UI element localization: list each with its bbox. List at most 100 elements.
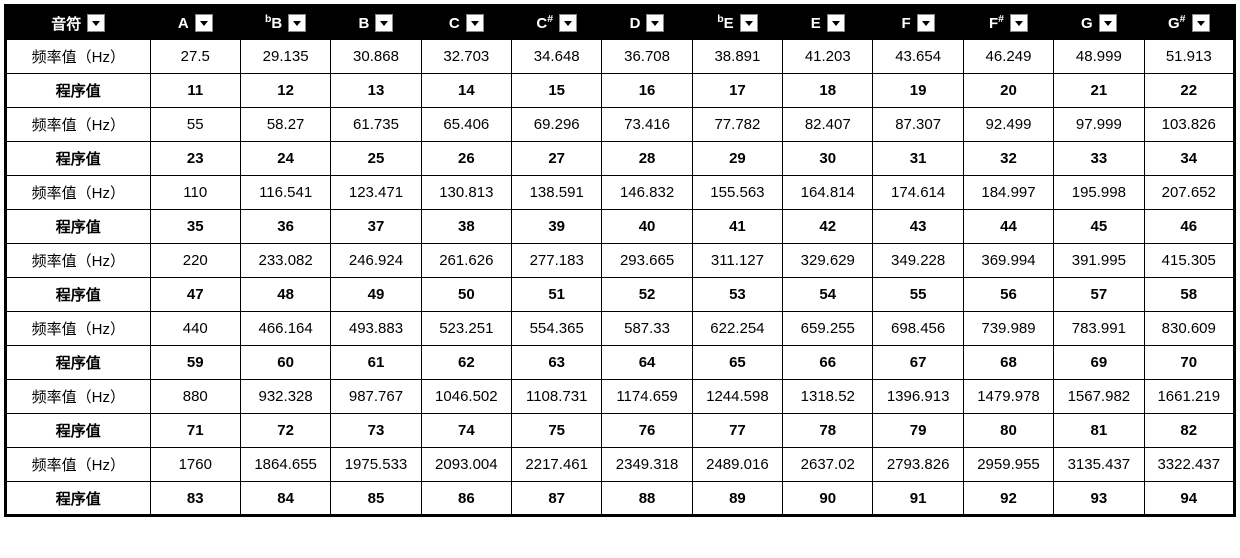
data-cell: 82 (1144, 414, 1234, 448)
data-cell: 110 (150, 176, 240, 210)
data-cell: 49 (331, 278, 421, 312)
data-cell: 1396.913 (873, 380, 963, 414)
data-cell: 82.407 (783, 108, 873, 142)
data-cell: 1760 (150, 448, 240, 482)
data-cell: 34.648 (512, 40, 602, 74)
data-cell: 55 (150, 108, 240, 142)
data-cell: 38 (421, 210, 511, 244)
data-cell: 3135.437 (1054, 448, 1144, 482)
program-row: 程序值474849505152535455565758 (6, 278, 1235, 312)
header-note-text: bB (265, 15, 282, 32)
data-cell: 77.782 (692, 108, 782, 142)
row-label: 频率值（Hz） (6, 380, 151, 414)
filter-dropdown-icon[interactable] (375, 14, 393, 32)
data-cell: 130.813 (421, 176, 511, 210)
data-cell: 83 (150, 482, 240, 516)
data-cell: 61 (331, 346, 421, 380)
data-cell: 1661.219 (1144, 380, 1234, 414)
data-cell: 56 (963, 278, 1053, 312)
header-note-text: C# (536, 15, 553, 32)
row-label: 频率值（Hz） (6, 40, 151, 74)
frequency-row: 频率值（Hz）17601864.6551975.5332093.0042217.… (6, 448, 1235, 482)
data-cell: 29.135 (240, 40, 330, 74)
header-label: 音符 (6, 6, 151, 40)
header-row: 音符AbBBCC#DbEEFF#GG# (6, 6, 1235, 40)
program-row: 程序值353637383940414243444546 (6, 210, 1235, 244)
header-note-text: F# (989, 15, 1004, 32)
data-cell: 93 (1054, 482, 1144, 516)
data-cell: 42 (783, 210, 873, 244)
data-cell: 116.541 (240, 176, 330, 210)
data-cell: 84 (240, 482, 330, 516)
header-note-text: D (630, 15, 641, 32)
filter-dropdown-icon[interactable] (646, 14, 664, 32)
frequency-row: 频率值（Hz）880932.328987.7671046.5021108.731… (6, 380, 1235, 414)
row-label: 程序值 (6, 346, 151, 380)
filter-dropdown-icon[interactable] (917, 14, 935, 32)
data-cell: 51 (512, 278, 602, 312)
data-cell: 34 (1144, 142, 1234, 176)
data-cell: 57 (1054, 278, 1144, 312)
data-cell: 123.471 (331, 176, 421, 210)
data-cell: 195.998 (1054, 176, 1144, 210)
data-cell: 61.735 (331, 108, 421, 142)
header-note-text: G# (1168, 15, 1186, 32)
data-cell: 466.164 (240, 312, 330, 346)
data-cell: 58 (1144, 278, 1234, 312)
frequency-row: 频率值（Hz）440466.164493.883523.251554.36558… (6, 312, 1235, 346)
filter-dropdown-icon[interactable] (87, 14, 105, 32)
data-cell: 103.826 (1144, 108, 1234, 142)
program-row: 程序值596061626364656667686970 (6, 346, 1235, 380)
header-note-7: E (783, 6, 873, 40)
data-cell: 164.814 (783, 176, 873, 210)
filter-dropdown-icon[interactable] (1010, 14, 1028, 32)
header-note-4: C# (512, 6, 602, 40)
data-cell: 246.924 (331, 244, 421, 278)
data-cell: 91 (873, 482, 963, 516)
filter-dropdown-icon[interactable] (288, 14, 306, 32)
header-note-text: E (811, 15, 821, 32)
data-cell: 15 (512, 74, 602, 108)
data-cell: 60 (240, 346, 330, 380)
data-cell: 1318.52 (783, 380, 873, 414)
filter-dropdown-icon[interactable] (466, 14, 484, 32)
data-cell: 830.609 (1144, 312, 1234, 346)
filter-dropdown-icon[interactable] (195, 14, 213, 32)
data-cell: 36 (240, 210, 330, 244)
data-cell: 54 (783, 278, 873, 312)
data-cell: 28 (602, 142, 692, 176)
header-note-8: F (873, 6, 963, 40)
data-cell: 11 (150, 74, 240, 108)
data-cell: 369.994 (963, 244, 1053, 278)
data-cell: 233.082 (240, 244, 330, 278)
data-cell: 1975.533 (331, 448, 421, 482)
filter-dropdown-icon[interactable] (740, 14, 758, 32)
row-label: 程序值 (6, 142, 151, 176)
data-cell: 74 (421, 414, 511, 448)
header-note-11: G# (1144, 6, 1234, 40)
data-cell: 1244.598 (692, 380, 782, 414)
filter-dropdown-icon[interactable] (559, 14, 577, 32)
frequency-row: 频率值（Hz）220233.082246.924261.626277.18329… (6, 244, 1235, 278)
row-label: 频率值（Hz） (6, 312, 151, 346)
data-cell: 65.406 (421, 108, 511, 142)
data-cell: 63 (512, 346, 602, 380)
data-cell: 2093.004 (421, 448, 511, 482)
data-cell: 14 (421, 74, 511, 108)
data-cell: 698.456 (873, 312, 963, 346)
data-cell: 44 (963, 210, 1053, 244)
filter-dropdown-icon[interactable] (827, 14, 845, 32)
filter-dropdown-icon[interactable] (1192, 14, 1210, 32)
filter-dropdown-icon[interactable] (1099, 14, 1117, 32)
data-cell: 92 (963, 482, 1053, 516)
data-cell: 29 (692, 142, 782, 176)
data-cell: 739.989 (963, 312, 1053, 346)
data-cell: 1046.502 (421, 380, 511, 414)
data-cell: 659.255 (783, 312, 873, 346)
header-note-3: C (421, 6, 511, 40)
data-cell: 85 (331, 482, 421, 516)
header-note-1: bB (240, 6, 330, 40)
data-cell: 39 (512, 210, 602, 244)
program-row: 程序值717273747576777879808182 (6, 414, 1235, 448)
data-cell: 2489.016 (692, 448, 782, 482)
